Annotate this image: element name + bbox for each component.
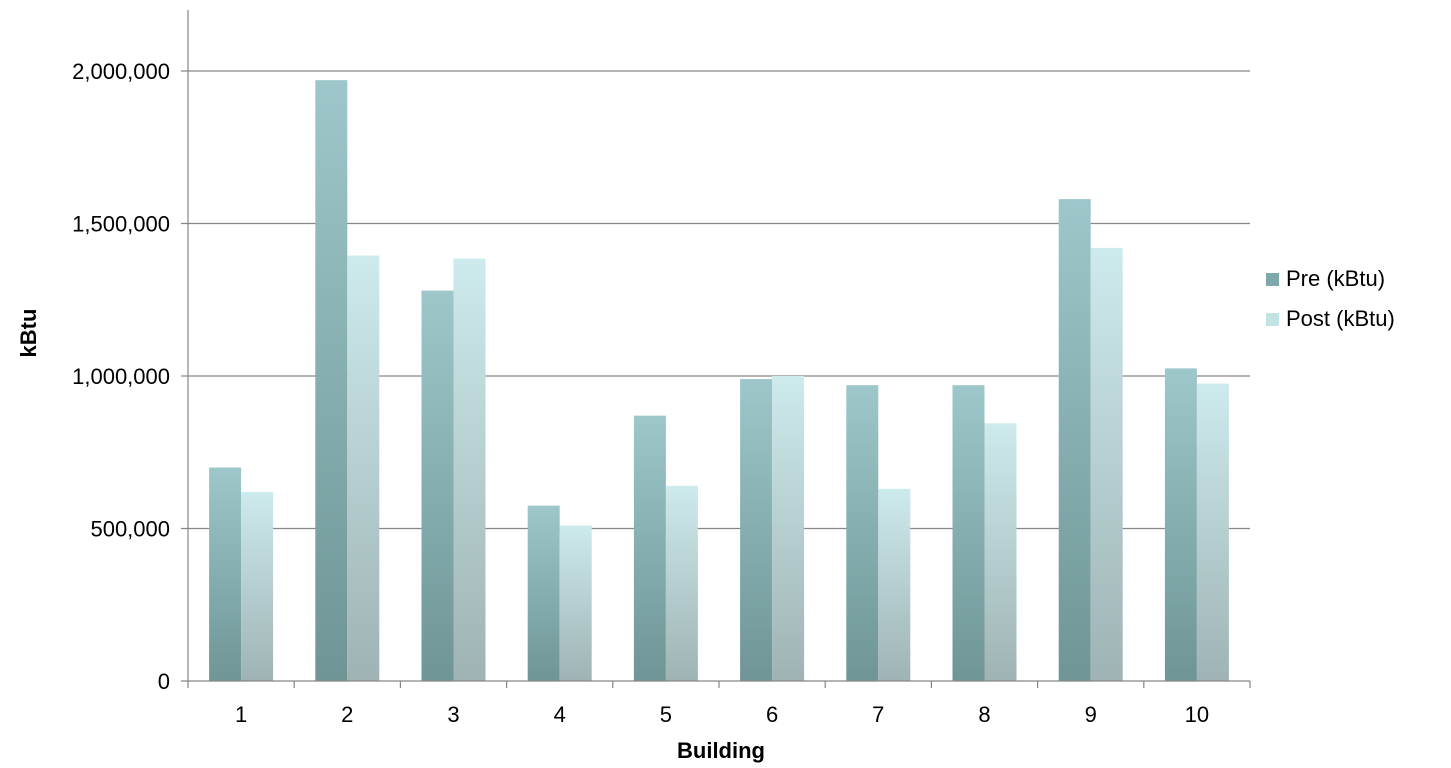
bar-pre-3: [421, 290, 454, 681]
y-tick-labels: 0 500,000 1,000,000 1,500,000 2,000,000: [72, 59, 170, 694]
bar-pre-7: [846, 385, 879, 681]
x-tick-label-1: 1: [235, 702, 247, 727]
bars: [209, 80, 1229, 681]
legend-swatch-pre: [1266, 273, 1279, 286]
bar-post-3: [453, 258, 486, 681]
bar-pre-6: [740, 379, 773, 681]
x-tick-label-4: 4: [554, 702, 566, 727]
legend-swatch-post: [1266, 313, 1279, 326]
bar-pre-10: [1164, 368, 1197, 681]
x-tick-label-8: 8: [978, 702, 990, 727]
x-tick-label-3: 3: [447, 702, 459, 727]
x-tick-label-5: 5: [660, 702, 672, 727]
x-tick-label-2: 2: [341, 702, 353, 727]
y-tick-label-4: 2,000,000: [72, 59, 170, 84]
y-tick-label-3: 1,500,000: [72, 212, 170, 237]
bar-pre-8: [952, 385, 985, 681]
bar-post-2: [347, 255, 380, 681]
y-tick-label-1: 500,000: [90, 517, 170, 542]
bar-post-9: [1090, 247, 1123, 681]
bar-post-6: [772, 376, 805, 681]
legend-label-pre: Pre (kBtu): [1286, 266, 1385, 291]
x-tick-label-7: 7: [872, 702, 884, 727]
bar-pre-1: [209, 467, 242, 681]
bar-post-1: [241, 491, 274, 681]
bar-post-7: [878, 488, 911, 681]
legend-label-post: Post (kBtu): [1286, 306, 1395, 331]
bar-post-4: [559, 525, 592, 681]
bar-pre-4: [527, 505, 560, 681]
bar-post-5: [665, 485, 698, 681]
bar-pre-9: [1058, 199, 1091, 681]
bar-post-10: [1196, 383, 1229, 681]
x-tick-label-10: 10: [1185, 702, 1209, 727]
y-tick-label-0: 0: [158, 669, 170, 694]
x-tick-labels: 1 2 3 4 5 6 7 8 9 10: [235, 702, 1209, 727]
x-axis-title: Building: [677, 738, 765, 763]
y-tick-label-2: 1,000,000: [72, 364, 170, 389]
y-axis-title: kBtu: [16, 309, 41, 358]
axes: [181, 10, 1251, 688]
bar-pre-5: [633, 415, 666, 681]
legend: Pre (kBtu) Post (kBtu): [1266, 266, 1395, 331]
x-tick-label-6: 6: [766, 702, 778, 727]
bar-post-8: [984, 423, 1017, 681]
bar-pre-2: [315, 80, 348, 681]
x-tick-label-9: 9: [1085, 702, 1097, 727]
